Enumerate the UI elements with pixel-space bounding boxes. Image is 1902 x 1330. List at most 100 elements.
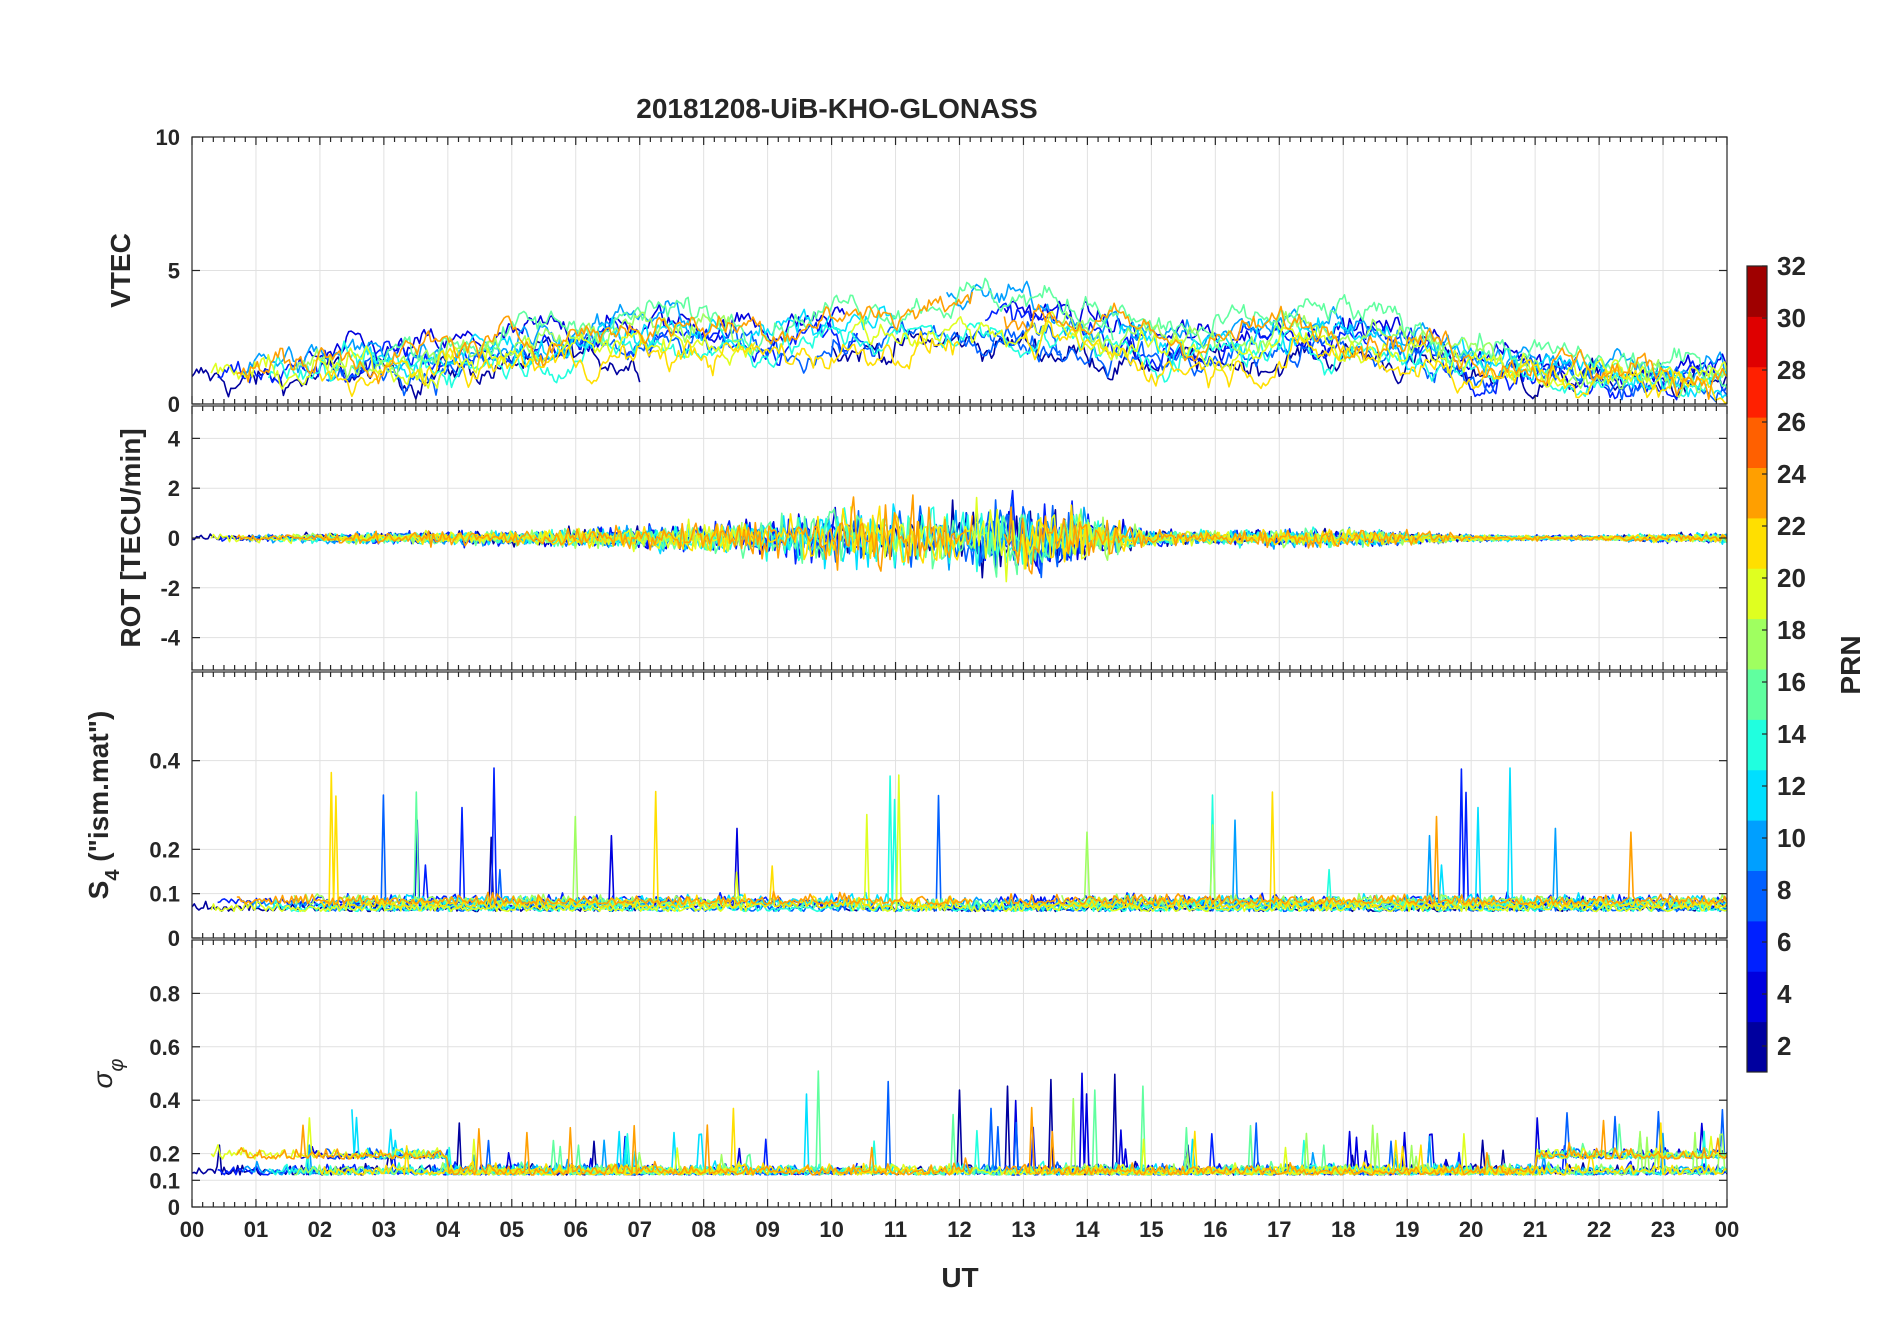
series-line-prn-23	[236, 494, 1727, 575]
x-tick-label: 21	[1523, 1217, 1547, 1242]
y-tick-label: 10	[156, 125, 180, 150]
y-tick-label: 0.4	[149, 1088, 180, 1113]
chart-title: 20181208-UiB-KHO-GLONASS	[636, 93, 1037, 124]
y-tick-label: 4	[168, 426, 181, 451]
y-tick-label: 0.4	[149, 749, 180, 774]
colorbar-tick-label: 30	[1777, 303, 1806, 333]
x-tick-label: 03	[372, 1217, 396, 1242]
x-tick-label: 07	[627, 1217, 651, 1242]
series-line-prn-11	[351, 767, 1727, 906]
series-group	[192, 277, 1727, 404]
y-tick-label: 0.1	[149, 882, 180, 907]
colorbar-tick-label: 20	[1777, 563, 1806, 593]
x-tick-label: 00	[1715, 1217, 1739, 1242]
x-tick-label: 11	[884, 1217, 907, 1242]
series-line-prn-23	[236, 1106, 1727, 1176]
x-tick-label: 16	[1203, 1217, 1227, 1242]
colorbar-label: PRN	[1835, 635, 1866, 694]
y-tick-label: 0	[168, 392, 180, 417]
series-group	[192, 767, 1727, 913]
colorbar-tick-label: 16	[1777, 667, 1806, 697]
colorbar-segment	[1747, 870, 1767, 922]
x-tick-label: 20	[1459, 1217, 1483, 1242]
colorbar-segment	[1747, 366, 1767, 418]
colorbar-tick-label: 10	[1777, 823, 1806, 853]
series-line-prn-17	[294, 1097, 1727, 1176]
series-line-prn-15	[377, 791, 1727, 909]
y-tick-label: 0	[168, 1195, 180, 1220]
series-line-prn-19	[210, 774, 1727, 913]
colorbar-segment	[1747, 1021, 1767, 1073]
x-tick-label: 00	[180, 1217, 204, 1242]
colorbar-segment	[1747, 769, 1767, 821]
x-tick-label: 08	[691, 1217, 715, 1242]
y-axis-label: ROT [TECU/min]	[115, 428, 146, 647]
x-axis-label: UT	[941, 1262, 978, 1293]
colorbar-tick-label: 12	[1777, 771, 1806, 801]
x-tick-label: 04	[436, 1217, 461, 1242]
y-tick-label: 0.2	[149, 837, 180, 862]
colorbar-tick-label: 22	[1777, 511, 1806, 541]
y-tick-label: 0	[168, 526, 180, 551]
y-tick-label: 0.6	[149, 1035, 180, 1060]
colorbar-segment	[1747, 467, 1767, 519]
x-tick-label: 05	[500, 1217, 524, 1242]
x-tick-label: 22	[1587, 1217, 1611, 1242]
panel-sigma-phi: 00.10.2 0.4 0.6 0.8 σφ	[87, 939, 1728, 1220]
x-tick-label: 01	[244, 1217, 268, 1242]
x-tick-label: 10	[819, 1217, 843, 1242]
colorbar-tick-label: 26	[1777, 407, 1806, 437]
series-group	[192, 1070, 1727, 1176]
y-tick-label: 0.2	[149, 1142, 180, 1167]
panel-s4: 0 0.1 0.2 0.4 S4 ("ism.mat")	[83, 671, 1728, 951]
colorbar-segment	[1747, 971, 1767, 1023]
colorbar-segment	[1747, 517, 1767, 569]
colorbar-tick-label: 28	[1777, 355, 1806, 385]
y-tick-label: 0.8	[149, 981, 180, 1006]
panel-vtec: 0 5 10 VTEC	[105, 125, 1728, 417]
series-line-prn-21	[319, 320, 1727, 404]
panel-rot: -4 -2 0 2 4 ROT [TECU/min]	[115, 405, 1728, 671]
colorbar-tick-label: 14	[1777, 719, 1806, 749]
y-tick-label: 0	[168, 926, 180, 951]
series-group	[192, 489, 1727, 583]
x-tick-label: 13	[1011, 1217, 1035, 1242]
series-line-prn-15	[376, 277, 1727, 390]
y-tick-label: 2	[168, 476, 180, 501]
series-line-prn-5	[217, 767, 1727, 906]
x-tick-label: 19	[1395, 1217, 1419, 1242]
y-axis-label: σφ	[87, 1059, 128, 1089]
colorbar-tick-label: 24	[1777, 459, 1806, 489]
y-axis-label: VTEC	[105, 233, 136, 308]
colorbar-segment	[1747, 417, 1767, 468]
x-tick-label: 23	[1651, 1217, 1675, 1242]
x-axis-ticks: 00 01 02 03 04 05 06 07 08 09 10 11 12 13 14 15 16 17 18 19…	[180, 1217, 1739, 1242]
colorbar-tick-label: 2	[1777, 1031, 1791, 1061]
colorbar-tick-label: 4	[1777, 979, 1792, 1009]
x-tick-label: 14	[1075, 1217, 1100, 1242]
x-tick-label: 09	[755, 1217, 779, 1242]
colorbar-segment	[1747, 618, 1767, 670]
series-line-prn-7	[326, 1080, 1727, 1176]
series-line-prn-17	[293, 310, 1727, 398]
colorbar-frame	[1746, 265, 1768, 1073]
colorbar-tick-label: 6	[1777, 927, 1791, 957]
y-tick-label: 5	[168, 259, 180, 284]
colorbar-segment	[1747, 719, 1767, 771]
x-tick-label: 15	[1139, 1217, 1163, 1242]
colorbar-tick-label: 32	[1777, 251, 1806, 281]
y-tick-label: -2	[160, 576, 180, 601]
series-line-prn-3	[300, 819, 1727, 909]
x-tick-label: 18	[1331, 1217, 1355, 1242]
colorbar-tick-label: 8	[1777, 875, 1791, 905]
x-tick-label: 06	[564, 1217, 588, 1242]
y-axis-label: S4 ("ism.mat")	[83, 711, 124, 900]
colorbar-segment	[1747, 920, 1767, 972]
colorbar-segment	[1747, 316, 1767, 368]
x-tick-label: 17	[1267, 1217, 1291, 1242]
colorbar-segment	[1747, 568, 1767, 620]
y-tick-label: 0.1	[149, 1168, 180, 1193]
series-line-prn-23	[236, 291, 1727, 400]
